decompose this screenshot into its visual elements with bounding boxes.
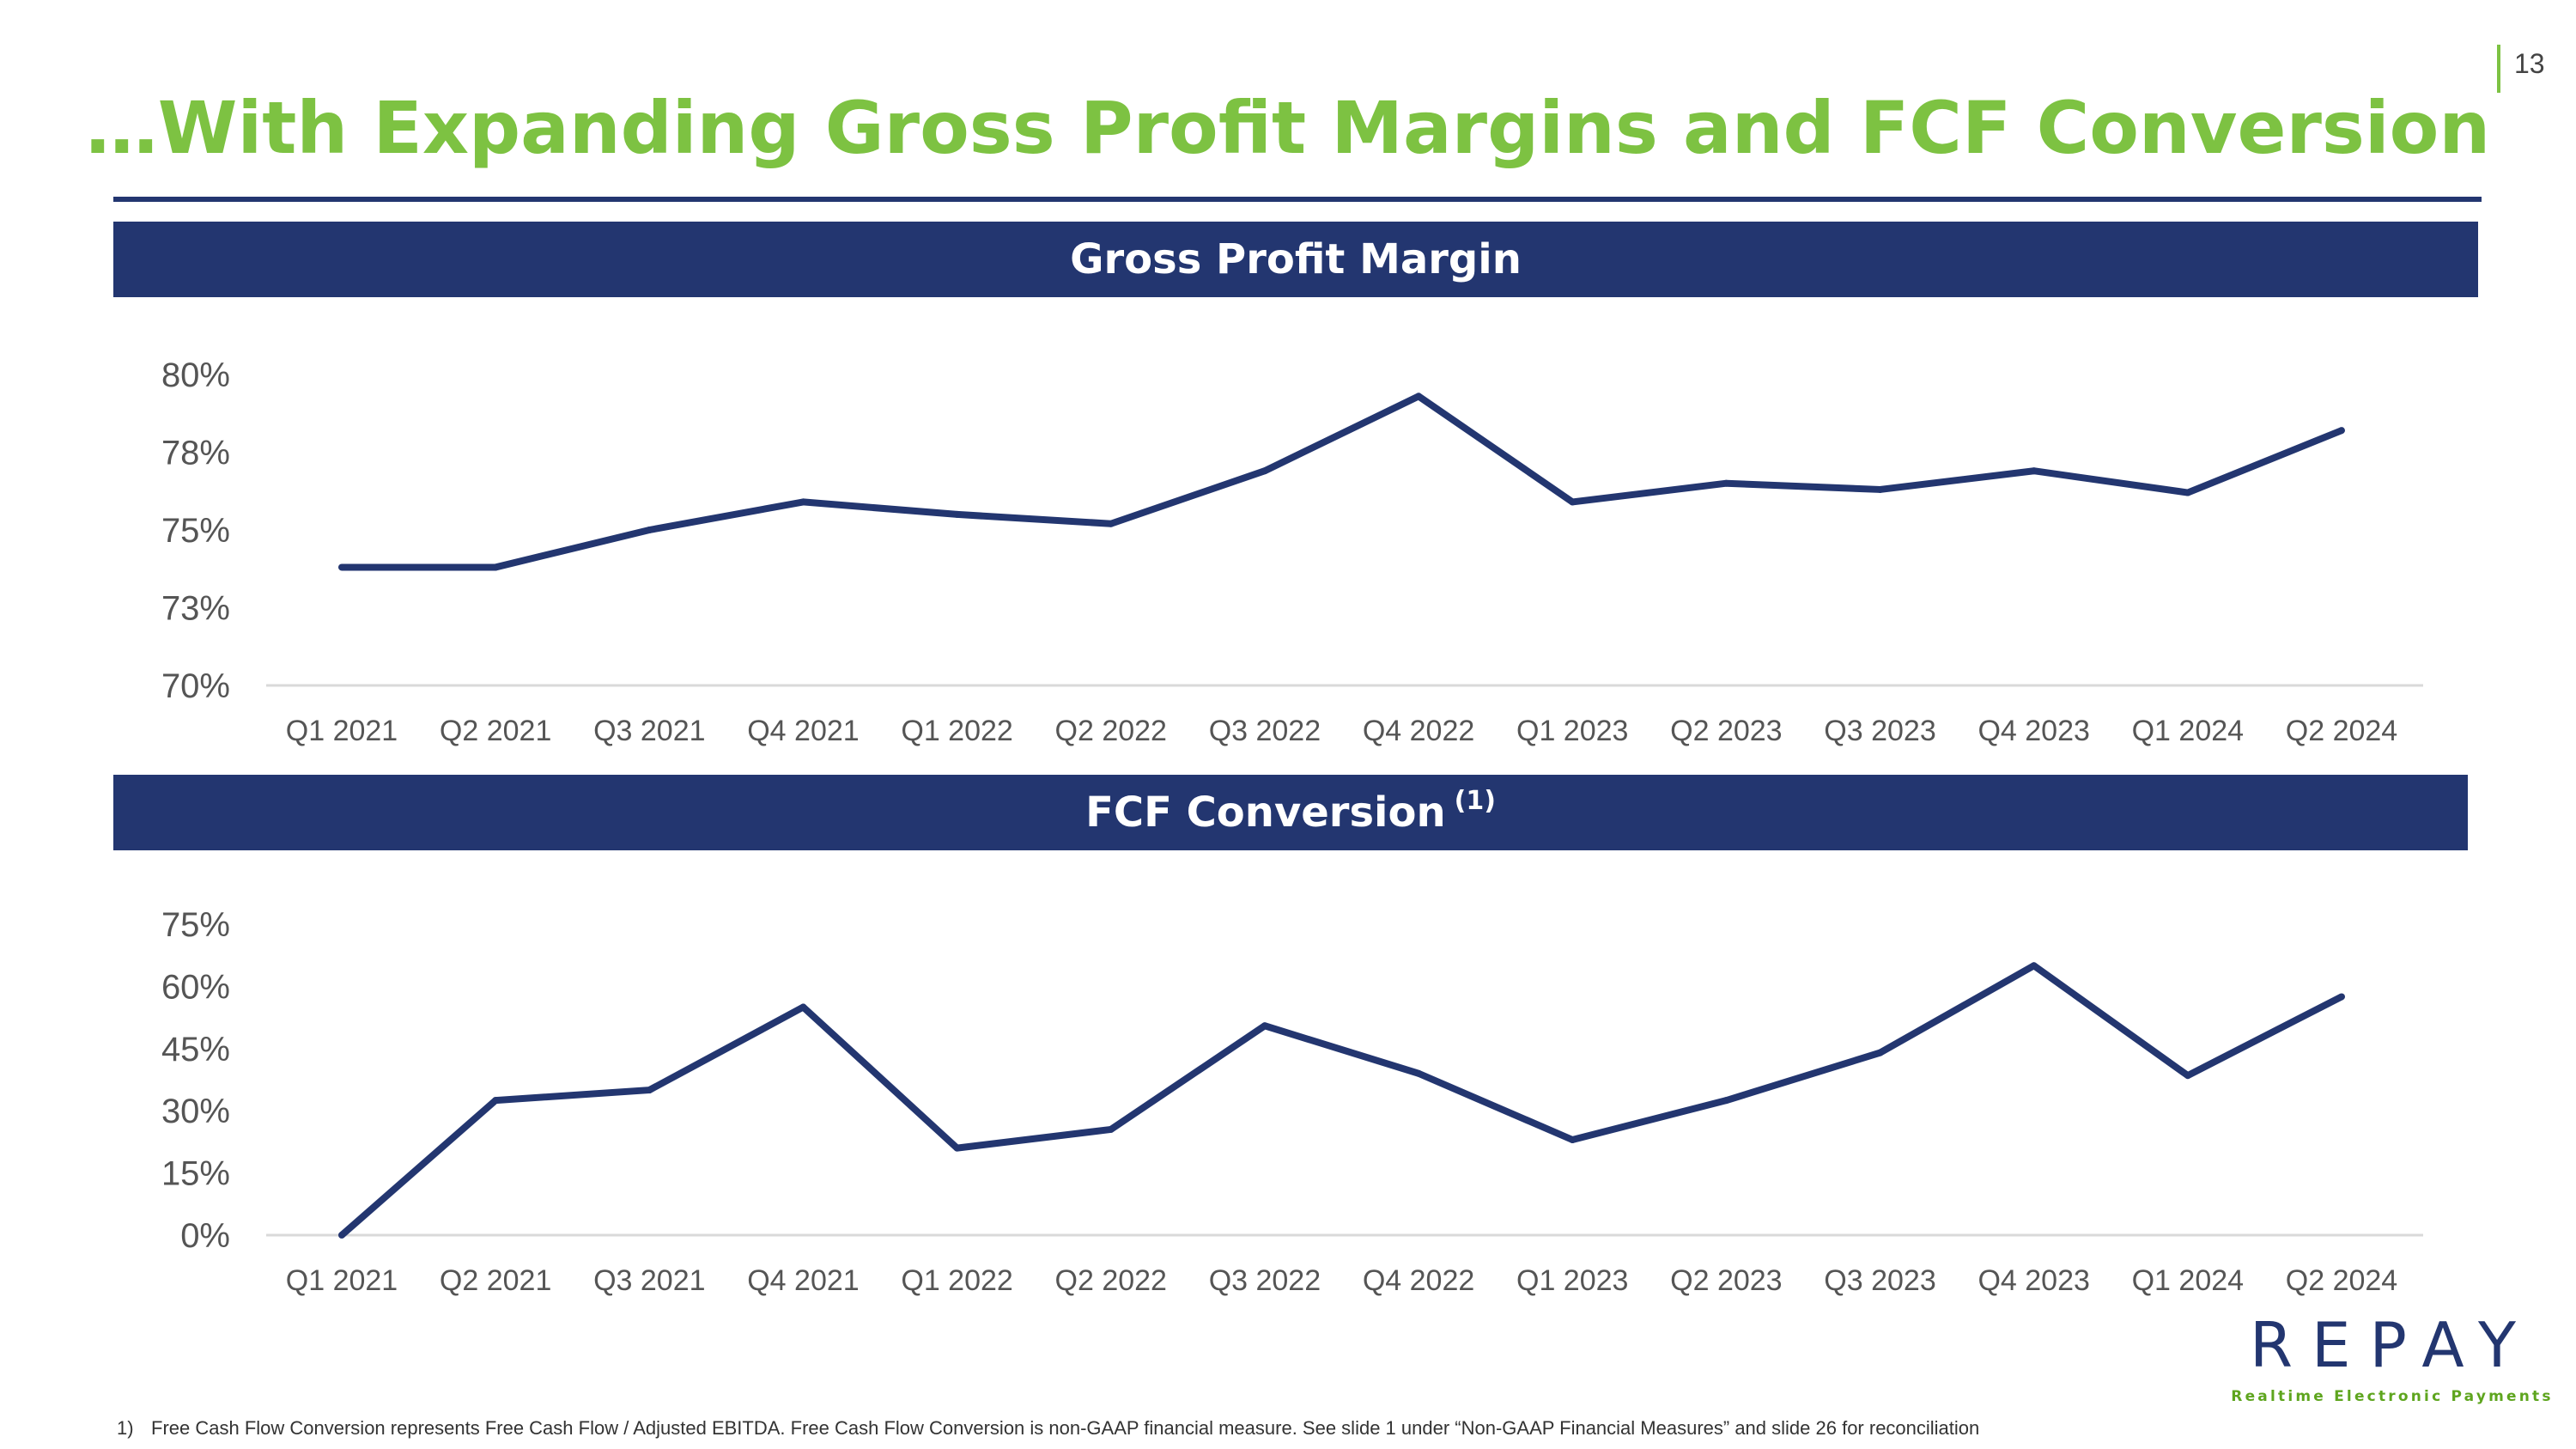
fcf-data-point <box>2030 962 2038 970</box>
fcf-data-point <box>1569 1135 1577 1143</box>
fcf-x-tick-label: Q2 2022 <box>1055 1264 1167 1297</box>
gpm-y-tick-label: 75% <box>161 512 230 550</box>
fcf-y-tick-label: 0% <box>180 1217 230 1255</box>
gpm-data-point <box>2030 467 2038 475</box>
gpm-x-tick-label: Q2 2021 <box>440 715 551 747</box>
fcf-x-tick-label: Q4 2023 <box>1978 1264 2089 1297</box>
gpm-y-tick-label: 78% <box>161 435 230 472</box>
fcf-data-point <box>1722 1097 1730 1105</box>
fcf-conversion-title: FCF Conversion <box>1085 788 1446 837</box>
fcf-x-tick-label: Q2 2021 <box>440 1264 551 1297</box>
fcf-y-tick-label: 60% <box>161 968 230 1006</box>
fcf-series-line <box>339 962 2343 1239</box>
gpm-x-tick-label: Q1 2022 <box>901 715 1012 747</box>
fcf-x-tick-label: Q4 2021 <box>747 1264 859 1297</box>
gpm-x-tick-label: Q4 2022 <box>1363 715 1474 747</box>
logo-tagline: Realtime Electronic Payments <box>2231 1388 2554 1405</box>
fcf-x-tick-label: Q2 2024 <box>2286 1264 2397 1297</box>
fcf-y-tick-label: 30% <box>161 1093 230 1130</box>
fcf-data-point <box>646 1087 653 1094</box>
gpm-x-tick-label: Q2 2024 <box>2286 715 2397 747</box>
gpm-data-point <box>1261 467 1268 475</box>
gpm-x-tick-label: Q4 2023 <box>1978 715 2089 747</box>
gpm-y-tick-label: 70% <box>161 667 230 705</box>
fcf-x-tick-label: Q1 2021 <box>286 1264 398 1297</box>
footnote-marker: 1) <box>117 1417 134 1439</box>
gpm-y-tick-label: 80% <box>161 356 230 394</box>
gpm-data-point <box>492 563 500 571</box>
gross-profit-margin-header: Gross Profit Margin <box>113 222 2478 297</box>
fcf-data-point <box>799 1003 807 1011</box>
page-number-divider <box>2497 45 2500 93</box>
gpm-data-point <box>1876 485 1884 493</box>
gpm-y-tick-label: 73% <box>161 590 230 628</box>
fcf-y-tick-label: 45% <box>161 1031 230 1068</box>
fcf-x-tick-label: Q4 2022 <box>1363 1264 1474 1297</box>
gpm-x-tick-label: Q2 2023 <box>1670 715 1782 747</box>
fcf-x-tick-label: Q3 2023 <box>1824 1264 1935 1297</box>
gpm-series-line <box>342 393 2343 571</box>
gpm-data-point <box>646 527 653 533</box>
fcf-data-point <box>2338 993 2345 1001</box>
fcf-data-point <box>1261 1022 1268 1030</box>
gross-profit-margin-chart: 70% 73% 75% 78% 80% Q1 2021 Q2 2021 Q3 2021 Q4 2… <box>161 356 2423 747</box>
fcf-data-point <box>2184 1072 2191 1080</box>
fcf-x-tick-label: Q1 2022 <box>901 1264 1012 1297</box>
gpm-data-point <box>1415 393 1423 400</box>
gpm-data-point <box>1569 498 1577 506</box>
gpm-data-point <box>2184 489 2191 496</box>
fcf-x-tick-label: Q1 2024 <box>2132 1264 2244 1297</box>
gpm-data-point <box>2338 427 2345 435</box>
fcf-data-point <box>953 1144 961 1152</box>
gpm-data-point <box>953 510 961 518</box>
slide-title: …With Expanding Gross Profit Margins and… <box>85 86 2491 170</box>
gpm-x-tick-label: Q3 2023 <box>1824 715 1935 747</box>
gpm-x-tick-label: Q2 2022 <box>1055 715 1167 747</box>
fcf-y-tick-label: 75% <box>161 906 230 944</box>
repay-logo: REPAY Realtime Electronic Payments <box>2229 1314 2555 1405</box>
fcf-data-point <box>1107 1125 1115 1133</box>
fcf-data-point <box>338 1232 345 1239</box>
fcf-x-tick-label: Q3 2022 <box>1209 1264 1321 1297</box>
gpm-x-tick-label: Q3 2022 <box>1209 715 1321 747</box>
gpm-x-tick-label: Q1 2024 <box>2132 715 2244 747</box>
page-number: 13 <box>2514 48 2545 79</box>
gpm-x-tick-label: Q1 2023 <box>1516 715 1628 747</box>
fcf-x-tick-label: Q2 2023 <box>1670 1264 1782 1297</box>
fcf-data-point <box>1415 1069 1423 1077</box>
logo-wordmark: REPAY <box>2250 1309 2535 1381</box>
fcf-y-tick-label: 15% <box>161 1155 230 1193</box>
fcf-data-point <box>1876 1049 1884 1056</box>
gpm-x-tick-label: Q4 2021 <box>747 715 859 747</box>
fcf-conversion-chart: 0% 15% 30% 45% 60% 75% Q1 2021 Q2 2021 Q3 2021 Q4… <box>161 906 2423 1297</box>
gpm-data-point <box>1107 520 1115 527</box>
footnote-text: Free Cash Flow Conversion represents Fre… <box>151 1417 1980 1439</box>
fcf-conversion-header: FCF Conversion (1) <box>113 775 2468 850</box>
fcf-x-tick-label: Q1 2023 <box>1516 1264 1628 1297</box>
fcf-x-tick-label: Q3 2021 <box>593 1264 705 1297</box>
gpm-x-tick-label: Q1 2021 <box>286 715 398 747</box>
gpm-x-tick-label: Q3 2021 <box>593 715 705 747</box>
fcf-footnote-ref: (1) <box>1454 785 1496 816</box>
gpm-data-point <box>338 563 345 571</box>
footnote: 1) Free Cash Flow Conversion represents F… <box>117 1417 1979 1440</box>
gpm-data-point <box>1722 479 1730 487</box>
gpm-data-point <box>799 498 807 506</box>
gross-profit-margin-title: Gross Profit Margin <box>1070 235 1522 283</box>
fcf-data-point <box>492 1097 500 1105</box>
title-divider <box>113 197 2482 202</box>
